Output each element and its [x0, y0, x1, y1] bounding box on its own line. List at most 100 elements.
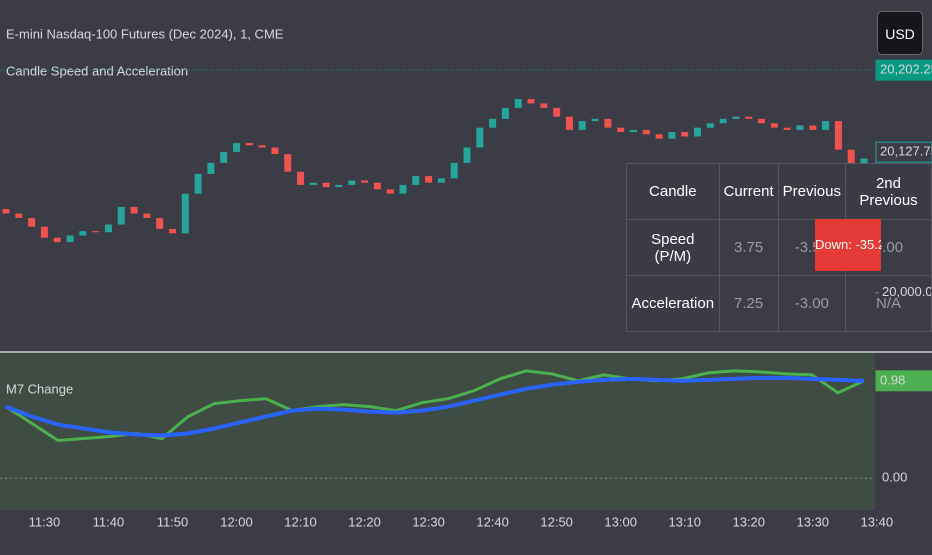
- candle: [130, 206, 138, 214]
- candle: [104, 224, 112, 233]
- candle: [335, 184, 343, 188]
- candle: [322, 182, 330, 188]
- indicator-line: [5, 375, 865, 438]
- candle: [412, 176, 420, 185]
- candle: [386, 189, 394, 194]
- x-tick-label: 13:10: [668, 514, 701, 529]
- candle: [53, 237, 61, 243]
- candle: [617, 127, 625, 133]
- candle: [2, 209, 10, 214]
- candle: [578, 121, 586, 130]
- candle: [194, 173, 202, 194]
- symbol-title: E-mini Nasdaq-100 Futures (Dec 2024), 1,…: [6, 26, 284, 41]
- x-tick-label: 13:20: [732, 514, 765, 529]
- candle: [437, 178, 445, 183]
- pane-title: M7 Change: [6, 381, 73, 396]
- candle: [527, 99, 535, 104]
- candle: [463, 147, 471, 163]
- table-cell: Speed (P/M): [626, 219, 720, 276]
- candle: [694, 127, 702, 137]
- candle: [783, 127, 791, 130]
- candle: [668, 132, 676, 139]
- candle: [79, 231, 87, 236]
- candle: [604, 118, 612, 128]
- table-cell: 7.25: [718, 275, 779, 332]
- table-cell: Acceleration: [626, 275, 720, 332]
- y-tick-label: 0.00: [882, 470, 907, 485]
- stats-table: Candle Current Previous 2nd Previous Speed (…: [626, 163, 932, 332]
- candle: [284, 154, 292, 172]
- candle: [92, 231, 100, 233]
- candle: [297, 171, 305, 185]
- candle: [168, 228, 176, 234]
- candle: [732, 116, 740, 119]
- candle: [245, 143, 253, 146]
- candle: [361, 180, 369, 183]
- candle: [834, 121, 842, 150]
- candle: [540, 103, 548, 108]
- indicator-title: Candle Speed and Acceleration: [6, 63, 188, 78]
- candle: [681, 132, 689, 137]
- price-tag: [875, 141, 932, 163]
- candle: [629, 129, 637, 133]
- price-tag-label: 20,127.75: [880, 144, 932, 159]
- candle: [489, 118, 497, 128]
- candle: [66, 235, 74, 243]
- price-tag: [875, 370, 932, 392]
- candle: [809, 125, 817, 130]
- candle: [745, 116, 753, 119]
- candle: [565, 116, 573, 130]
- table-cell: Previous: [777, 163, 846, 220]
- candle: [642, 129, 650, 135]
- candle: [258, 145, 266, 148]
- candle: [770, 123, 778, 128]
- candle: [40, 226, 48, 238]
- candle: [476, 127, 484, 148]
- candle: [373, 182, 381, 190]
- table-cell: Current: [718, 163, 779, 220]
- candle: [425, 176, 433, 183]
- candle: [501, 107, 509, 119]
- x-tick-label: 12:10: [284, 514, 317, 529]
- candle: [706, 123, 714, 128]
- table-cell: 2nd Previous: [844, 163, 932, 220]
- x-tick-label: 12:30: [412, 514, 445, 529]
- x-tick-label: 12:40: [476, 514, 509, 529]
- candle: [553, 107, 561, 117]
- candle: [207, 162, 215, 174]
- candle: [15, 213, 23, 218]
- table-row: Acceleration 7.25 -3.00 N/A: [626, 275, 932, 332]
- candle: [143, 213, 151, 218]
- table-cell: Candle: [626, 163, 720, 220]
- candle: [719, 118, 727, 124]
- x-tick-label: 11:50: [157, 514, 189, 529]
- candle: [181, 193, 189, 234]
- candle: [28, 217, 36, 227]
- price-tag-label: 20,202.25: [880, 62, 932, 77]
- candle: [822, 121, 830, 130]
- table-cell: 3.75: [718, 219, 779, 276]
- table-row: Speed (P/M) 3.75 -3.50 0.00: [626, 219, 932, 276]
- candle: [233, 143, 241, 152]
- x-tick-label: 12:20: [348, 514, 381, 529]
- x-tick-label: 12:00: [220, 514, 253, 529]
- table-cell: -3.00: [777, 275, 846, 332]
- x-tick-label: 12:50: [540, 514, 573, 529]
- candle: [271, 147, 279, 155]
- tooltip: Down: -35.25 P: [815, 219, 881, 271]
- price-tag-label: 0.98: [880, 372, 905, 387]
- candle: [309, 182, 317, 185]
- candle: [399, 184, 407, 194]
- candle: [117, 206, 125, 225]
- candle: [591, 118, 599, 122]
- candle: [514, 99, 522, 108]
- candle: [156, 217, 164, 229]
- x-tick-label: 13:40: [861, 514, 894, 529]
- table-row: Candle Current Previous 2nd Previous: [626, 163, 932, 220]
- x-tick-label: 11:30: [29, 514, 61, 529]
- x-tick-label: 11:40: [93, 514, 125, 529]
- x-tick-label: 13:00: [604, 514, 637, 529]
- currency-button[interactable]: USD: [877, 11, 923, 55]
